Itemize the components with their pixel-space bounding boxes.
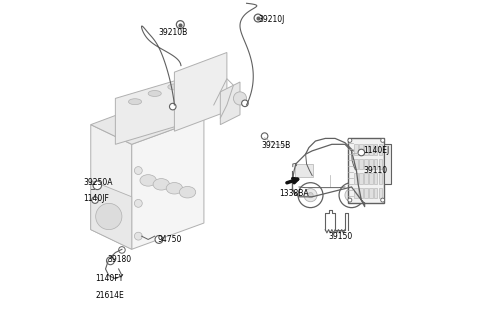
Bar xyxy=(359,188,363,198)
Circle shape xyxy=(349,193,354,198)
Ellipse shape xyxy=(166,182,182,194)
Ellipse shape xyxy=(140,174,156,186)
Text: 39110: 39110 xyxy=(363,166,387,175)
Circle shape xyxy=(345,189,358,202)
Text: 39150: 39150 xyxy=(328,232,353,241)
Bar xyxy=(374,188,377,198)
Text: 21614E: 21614E xyxy=(95,291,124,300)
Polygon shape xyxy=(91,125,132,249)
Bar xyxy=(354,159,358,169)
Circle shape xyxy=(134,232,142,240)
Polygon shape xyxy=(91,180,132,249)
Ellipse shape xyxy=(188,77,201,83)
Text: 94750: 94750 xyxy=(158,235,182,244)
Circle shape xyxy=(134,167,142,174)
Bar xyxy=(369,173,372,184)
Polygon shape xyxy=(220,82,240,125)
Bar xyxy=(295,164,313,177)
Circle shape xyxy=(176,21,184,29)
Bar xyxy=(364,159,368,169)
Ellipse shape xyxy=(148,91,161,96)
Bar xyxy=(359,144,363,155)
Bar xyxy=(354,188,358,198)
Circle shape xyxy=(261,133,268,139)
Bar xyxy=(379,173,383,184)
Bar xyxy=(354,173,358,184)
Circle shape xyxy=(339,183,364,208)
Circle shape xyxy=(233,92,247,105)
Bar xyxy=(359,173,363,184)
Bar xyxy=(374,159,377,169)
Bar xyxy=(374,173,377,184)
Bar xyxy=(384,144,391,184)
Circle shape xyxy=(381,138,384,142)
Bar xyxy=(354,144,358,155)
Bar xyxy=(379,159,383,169)
Text: 1140EJ: 1140EJ xyxy=(363,146,389,155)
Ellipse shape xyxy=(129,99,142,105)
Ellipse shape xyxy=(180,186,196,198)
Circle shape xyxy=(254,14,262,22)
Bar xyxy=(364,188,368,198)
Circle shape xyxy=(348,138,352,142)
Circle shape xyxy=(348,198,352,202)
Circle shape xyxy=(358,149,365,156)
Ellipse shape xyxy=(153,178,169,190)
Text: 39210B: 39210B xyxy=(158,28,187,37)
Circle shape xyxy=(134,199,142,207)
Circle shape xyxy=(304,189,317,202)
Polygon shape xyxy=(91,98,204,144)
Circle shape xyxy=(241,100,248,107)
Bar xyxy=(374,144,377,155)
Circle shape xyxy=(92,197,98,203)
Text: 39180: 39180 xyxy=(107,255,132,264)
Bar xyxy=(364,144,368,155)
Text: 1338BA: 1338BA xyxy=(279,189,309,198)
Circle shape xyxy=(93,181,102,190)
Circle shape xyxy=(298,183,323,208)
Bar xyxy=(369,144,372,155)
Circle shape xyxy=(107,257,114,265)
Bar xyxy=(379,188,383,198)
Text: 1140FY: 1140FY xyxy=(95,274,123,283)
Circle shape xyxy=(155,236,163,243)
Text: 39250A: 39250A xyxy=(83,177,113,187)
Polygon shape xyxy=(132,118,204,249)
Circle shape xyxy=(96,203,122,230)
Text: 39210J: 39210J xyxy=(258,15,285,24)
Circle shape xyxy=(169,103,176,110)
Circle shape xyxy=(119,247,125,253)
Bar xyxy=(364,173,368,184)
Circle shape xyxy=(381,198,384,202)
Text: 1140JF: 1140JF xyxy=(83,194,109,203)
Bar xyxy=(359,159,363,169)
Polygon shape xyxy=(115,72,204,144)
Bar xyxy=(348,138,384,203)
Bar xyxy=(369,188,372,198)
Polygon shape xyxy=(174,52,227,131)
Ellipse shape xyxy=(168,84,181,90)
Bar xyxy=(369,159,372,169)
Bar xyxy=(379,144,383,155)
Circle shape xyxy=(308,193,313,198)
Text: 39215B: 39215B xyxy=(261,141,290,151)
